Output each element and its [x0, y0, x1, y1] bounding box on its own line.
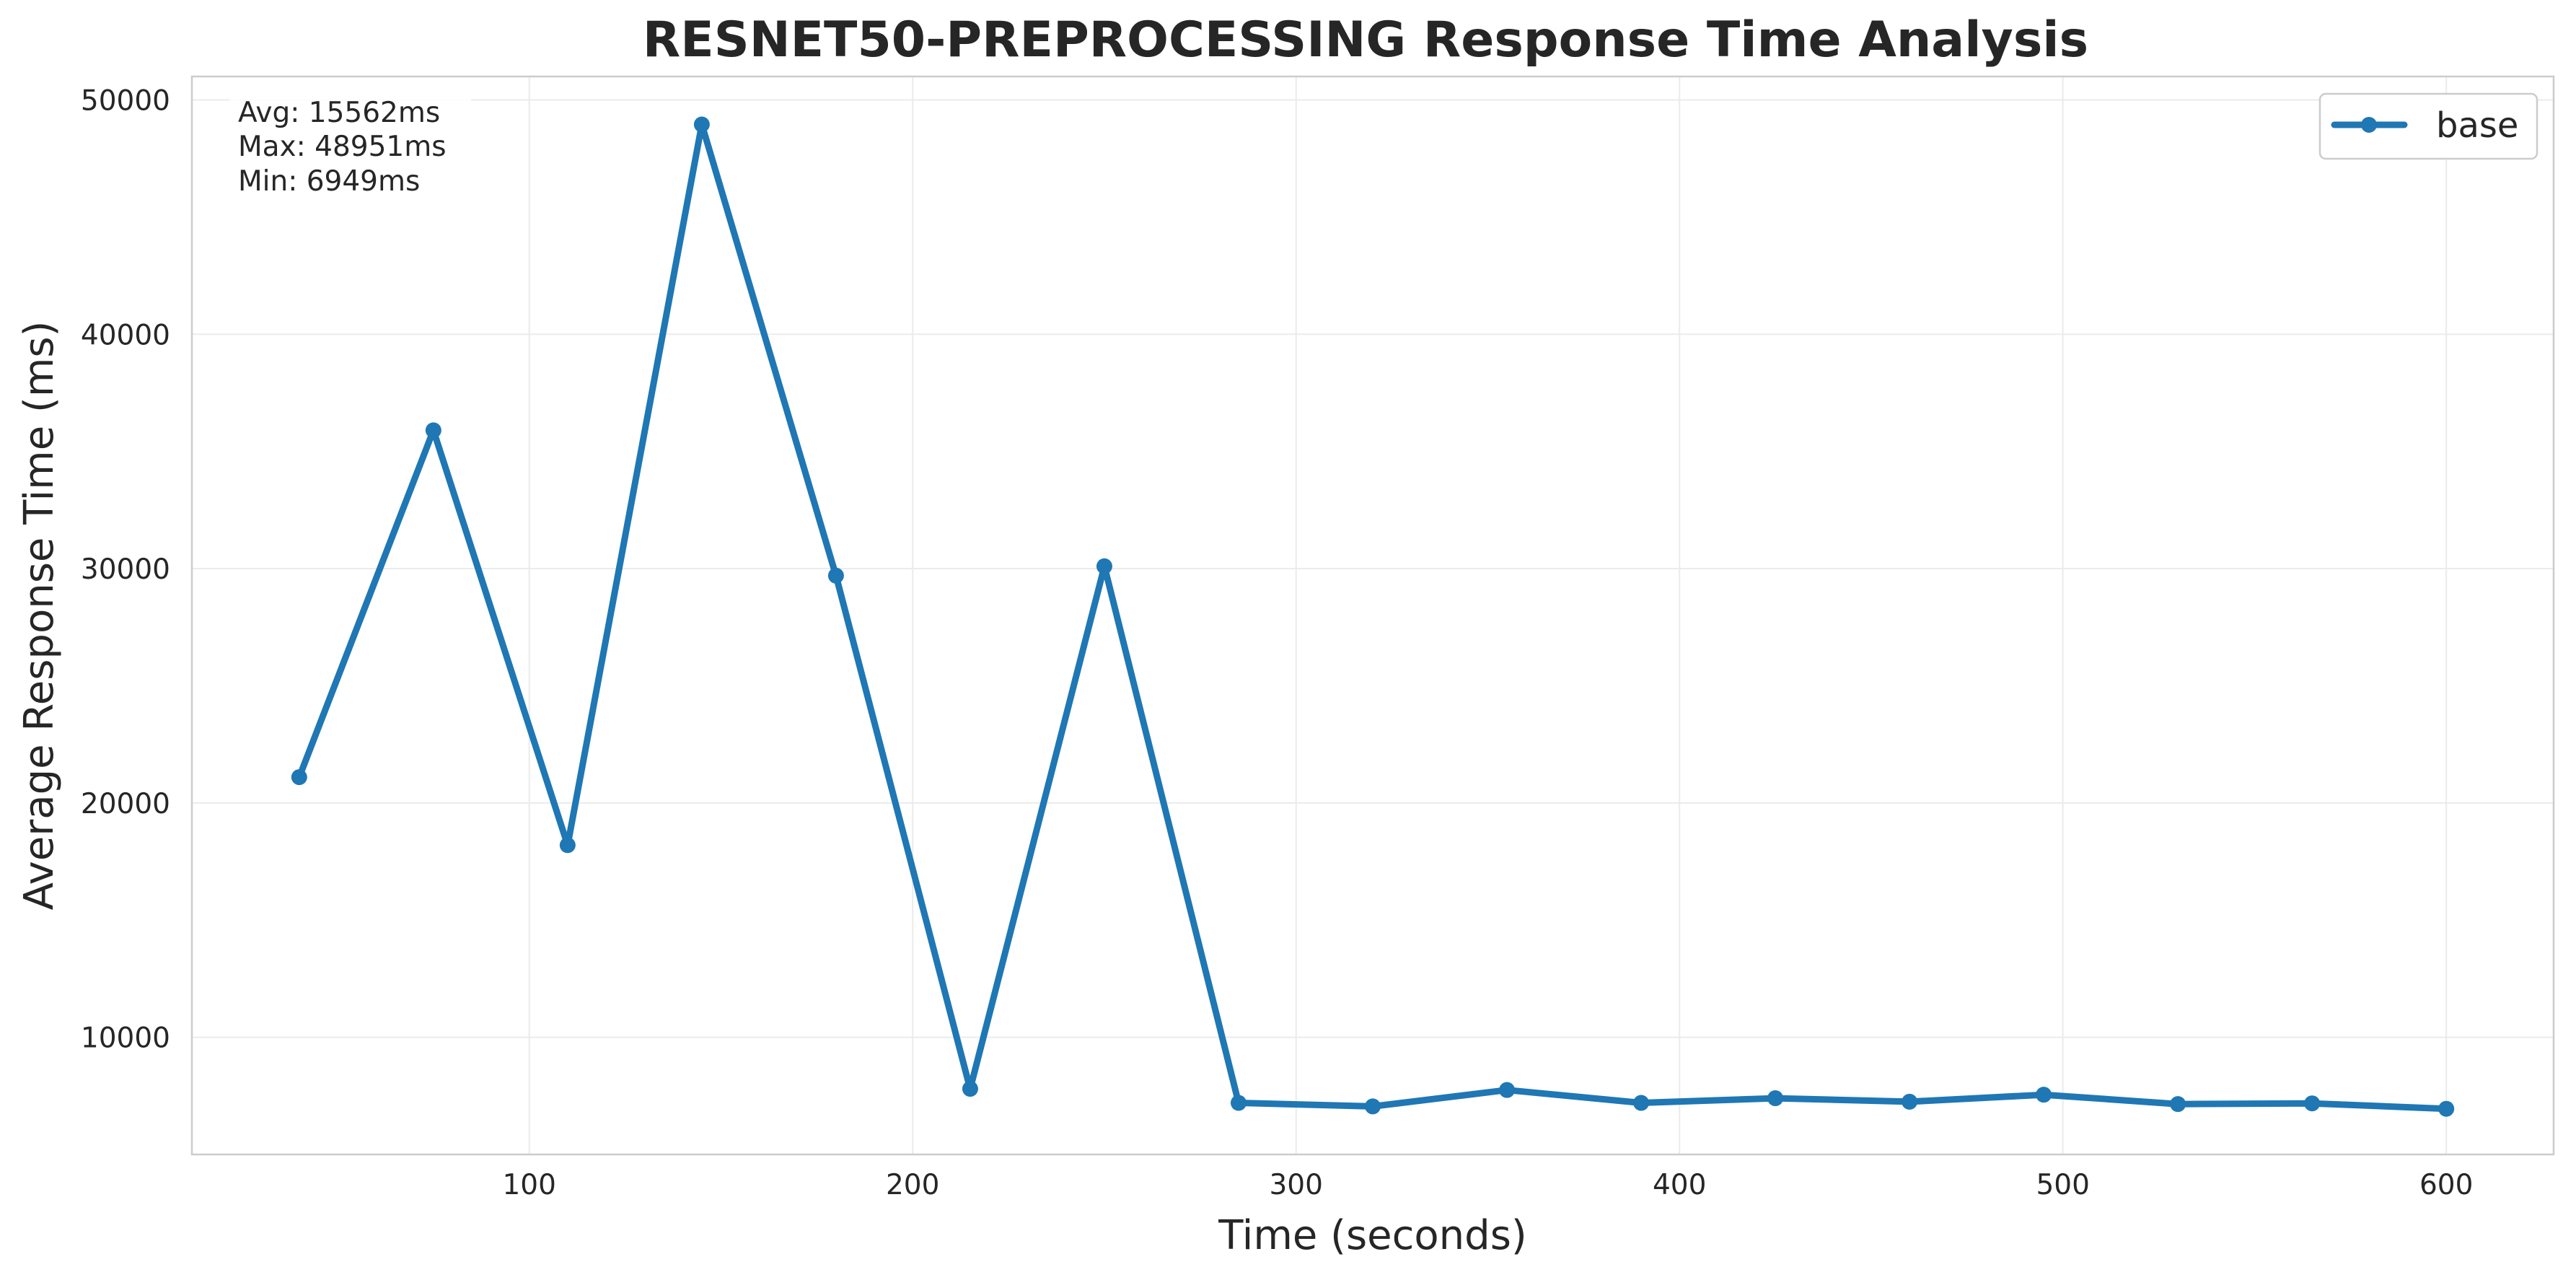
data-point	[693, 116, 710, 133]
plot-frame	[190, 75, 2555, 1156]
data-point	[1499, 1082, 1516, 1098]
legend-entry-base: base	[2436, 105, 2518, 146]
data-point	[425, 422, 441, 439]
data-point	[1767, 1090, 1784, 1107]
x-tick-label: 400	[1653, 1169, 1706, 1201]
data-point	[2170, 1096, 2186, 1113]
legend-frame	[2318, 92, 2538, 160]
data-point	[2438, 1100, 2455, 1117]
x-tick-label: 100	[502, 1169, 555, 1201]
y-axis-label: Average Response Time (ms)	[16, 321, 63, 911]
y-tick-label: 10000	[81, 1022, 170, 1055]
data-point	[1230, 1095, 1247, 1111]
series-lines	[291, 116, 2455, 1117]
x-tick-label: 200	[886, 1169, 939, 1201]
data-point	[2304, 1095, 2321, 1112]
y-tick-label: 30000	[81, 553, 170, 586]
stats-avg: Avg: 15562ms	[238, 97, 440, 129]
x-axis-label: Time (seconds)	[1218, 1212, 1526, 1259]
x-tick-label: 500	[2036, 1169, 2089, 1201]
stats-background	[229, 92, 471, 202]
grid	[192, 76, 2554, 1154]
data-point	[1365, 1098, 1381, 1115]
data-point	[1902, 1093, 1918, 1110]
data-point	[559, 837, 576, 854]
legend: base	[2318, 92, 2538, 160]
data-point	[2036, 1087, 2052, 1103]
x-tick-label: 600	[2419, 1169, 2473, 1201]
data-point	[962, 1081, 978, 1097]
legend-marker	[2361, 117, 2377, 133]
x-tick-label: 300	[1269, 1169, 1322, 1201]
data-point	[1096, 558, 1112, 574]
stats-min: Min: 6949ms	[238, 165, 420, 198]
stats-box: Avg: 15562ms Max: 48951ms Min: 6949ms	[229, 92, 471, 202]
data-point	[291, 769, 307, 786]
y-tick-label: 40000	[81, 319, 170, 351]
chart-title: RESNET50-PREPROCESSING Response Time Ana…	[643, 12, 2088, 69]
y-tick-label: 50000	[81, 84, 170, 117]
axis-ticks: 100 200 300 400 500 600 10000 20000 30000 40000 50…	[81, 84, 2473, 1201]
y-tick-label: 20000	[81, 788, 170, 820]
data-point	[1633, 1095, 1650, 1111]
data-point	[827, 567, 844, 584]
stats-max: Max: 48951ms	[238, 131, 447, 163]
